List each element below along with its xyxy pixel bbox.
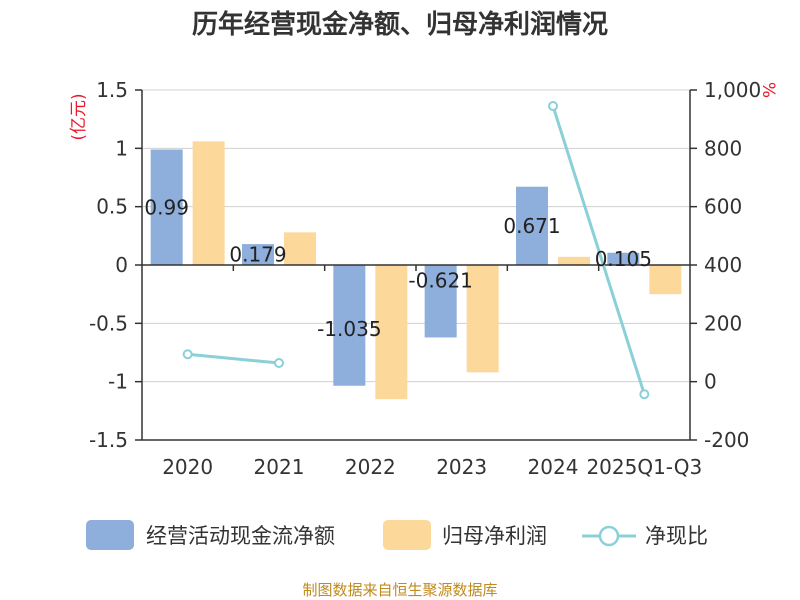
bar-operating-cash-flow: [333, 265, 366, 386]
bar-operating-cash-flow: [607, 252, 640, 265]
legend-label-ratio: 净现比: [645, 524, 708, 548]
legend-swatch-operating-cash-flow: [86, 520, 134, 550]
axes: 1.5 1 0.5 0 -0.5 -1 -1.5 1,000 800 600 400 200 0 -200…: [89, 78, 761, 479]
legend-label-operating-cash-flow: 经营活动现金流净额: [146, 524, 335, 548]
legend-marker-ratio: [598, 525, 620, 547]
left-axis-unit: (亿元): [69, 93, 89, 140]
bar-operating-cash-flow: [424, 265, 457, 338]
bar-net-profit: [649, 265, 682, 295]
bar-net-profit: [375, 265, 408, 400]
left-tick-label: 1.5: [96, 78, 128, 102]
bar-operating-cash-flow: [516, 186, 548, 265]
ratio-point: [182, 349, 193, 360]
right-tick-label: 800: [704, 136, 742, 160]
x-tick-label: 2024: [528, 455, 579, 479]
left-tick-label: -1.5: [89, 428, 128, 452]
ratio-point: [548, 101, 558, 112]
data-label-operating-cash-flow: 0.105: [595, 247, 652, 271]
source-note: 制图数据来自恒生聚源数据库: [302, 581, 497, 599]
legend-label-net-profit: 归母净利润: [442, 524, 547, 548]
bar-net-profit: [558, 256, 590, 265]
ratio-point: [639, 389, 650, 400]
left-tick-label: -1: [108, 370, 128, 394]
ratio-line-segment: [187, 352, 280, 365]
bar-operating-cash-flow: [150, 149, 183, 265]
right-tick-label: 400: [704, 253, 742, 277]
data-label-operating-cash-flow: 0.99: [144, 195, 189, 219]
bars: [150, 141, 682, 400]
bar-net-profit: [284, 232, 316, 265]
right-axis-unit: %: [758, 82, 778, 98]
ratio-line: [182, 101, 650, 400]
bar-net-profit: [192, 141, 225, 265]
data-label-operating-cash-flow: -0.621: [408, 268, 472, 292]
legend-swatch-net-profit: [383, 520, 431, 550]
right-tick-label: 1,000: [704, 78, 761, 102]
left-tick-label: -0.5: [89, 311, 128, 335]
x-tick-label: 2023: [436, 455, 487, 479]
x-tick-label: 2021: [254, 455, 305, 479]
data-labels: 0.99 0.179 -1.035 -0.621 0.671 0.105: [144, 195, 652, 341]
right-tick-label: -200: [704, 428, 749, 452]
legend: 经营活动现金流净额 归母净利润 净现比: [86, 520, 708, 550]
bar-operating-cash-flow: [242, 244, 274, 265]
bar-net-profit: [466, 265, 499, 373]
data-label-operating-cash-flow: -1.035: [317, 317, 381, 341]
x-tick-label: 2020: [162, 455, 213, 479]
left-tick-label: 1: [115, 136, 128, 160]
right-tick-label: 0: [704, 370, 717, 394]
left-tick-label: 0.5: [96, 195, 128, 219]
right-tick-label: 600: [704, 195, 742, 219]
ratio-line-segment: [551, 105, 646, 395]
x-tick-label: 2025Q1-Q3: [586, 455, 702, 479]
data-label-operating-cash-flow: 0.671: [503, 214, 560, 238]
chart-title: 历年经营现金净额、归母净利润情况: [192, 9, 608, 40]
x-tick-label: 2022: [345, 455, 396, 479]
right-tick-label: 200: [704, 311, 742, 335]
left-tick-label: 0: [115, 253, 128, 277]
ratio-point: [274, 358, 284, 368]
data-label-operating-cash-flow: 0.179: [229, 243, 286, 267]
